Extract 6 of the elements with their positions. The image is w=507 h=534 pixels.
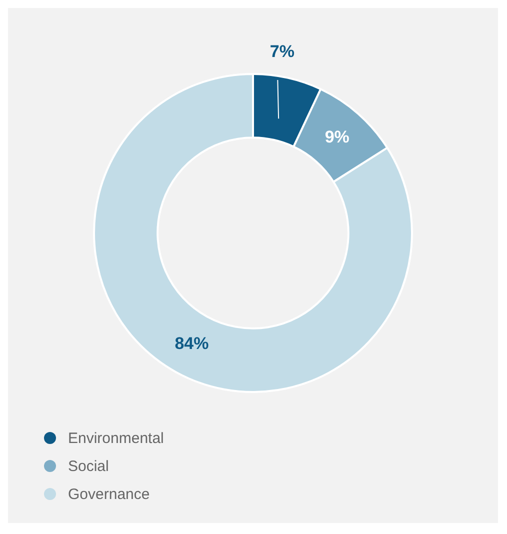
data-label: 84%	[174, 334, 209, 354]
legend-label: Social	[68, 458, 109, 474]
data-label: 7%	[270, 42, 294, 62]
legend-label: Environmental	[68, 430, 164, 446]
data-label: 9%	[324, 127, 350, 146]
legend-label: Governance	[68, 486, 150, 502]
